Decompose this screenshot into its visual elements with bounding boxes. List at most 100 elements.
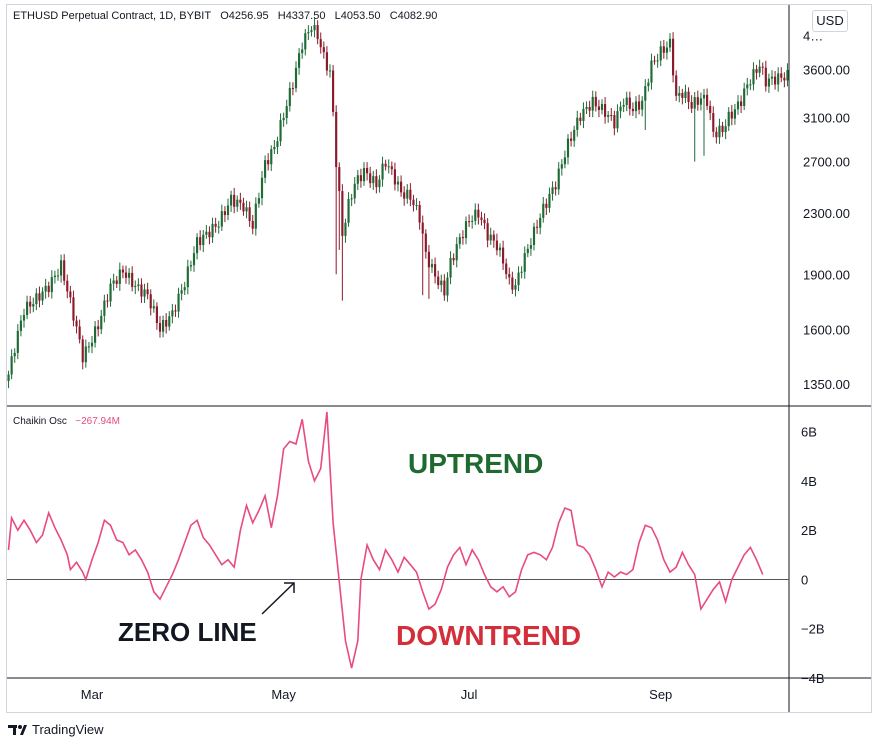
candle-body [384,163,387,167]
candle-body [783,77,786,81]
candle-body [60,260,63,276]
candle-body [325,52,328,71]
candle-body [372,176,375,184]
candle-body [10,356,13,375]
candle-body [443,280,446,296]
candle-body [328,70,332,72]
chart-header: ETHUSD Perpetual Contract, 1D, BYBIT O42… [13,10,437,22]
candle-body [511,277,514,290]
candle-body [638,101,641,110]
candle-body [294,67,298,89]
candle-body [736,101,740,110]
candle-body [66,280,69,292]
candle-body [523,253,526,272]
candle-body [134,286,137,288]
candle-body [248,207,251,221]
candle-body [712,113,715,132]
candle-body [304,33,307,50]
candle-body [124,272,128,278]
candle-body [770,76,774,79]
price-tick-label: 3600.00 [803,62,850,77]
candle-body [505,263,508,275]
candle-body [659,46,662,61]
candle-body [418,205,421,223]
candle-body [696,97,699,105]
symbol-title: ETHUSD Perpetual Contract, 1D, BYBIT [13,10,212,22]
tradingview-logo[interactable]: TradingView [8,722,104,737]
candle-body [375,176,378,188]
candle-body [412,199,415,206]
candle-body [576,117,579,130]
candle-body [508,274,511,278]
candle-body [656,60,659,62]
candle-body [41,291,44,301]
price-tick-label: 3100.00 [803,110,850,125]
candle-body [579,117,582,121]
candle-body [137,284,140,287]
candle-body [128,272,131,278]
candle-body [752,69,755,85]
candle-body [32,304,35,307]
price-tick-label: 2300.00 [803,206,850,221]
candle-body [220,211,223,227]
candle-body [551,187,554,194]
candle-body [378,179,381,188]
candle-body [675,75,678,96]
candle-body [276,141,279,147]
indicator-value: −267.94M [75,416,121,427]
candle-body [600,104,604,111]
candle-body [19,320,22,331]
candle-body [607,115,610,117]
uptrend-label: UPTREND [408,448,544,479]
oscillator-tick-label: −4B [801,671,825,686]
price-tick-label: 2700.00 [803,155,850,170]
candle-body [177,293,180,312]
candle-body [90,342,94,347]
candle-body [582,108,585,121]
candle-body [140,284,143,297]
candle-body [625,97,628,105]
candle-body [199,237,202,246]
price-tick-label: 1900.00 [803,267,850,282]
candle-body [53,275,56,278]
candle-body [257,198,260,204]
candle-body [316,25,319,40]
candle-body [298,53,301,68]
candle-body [313,25,316,31]
candle-body [424,233,427,252]
candle-body [131,272,134,287]
candle-body [183,287,186,291]
candle-body [452,257,455,261]
candle-body [254,203,257,229]
candle-body [409,189,412,200]
candle-body [777,73,780,85]
candle-body [495,240,498,251]
candle-body [430,264,434,268]
candle-body [56,275,60,277]
candle-body [529,245,532,249]
candle-body [474,209,477,221]
candle-body [740,101,743,107]
candle-body [554,187,557,190]
candle-body [437,276,440,286]
candle-body [236,199,239,207]
candle-body [455,244,458,261]
candle-body [381,163,384,180]
candle-body [662,46,665,53]
candle-body [517,272,520,286]
candle-body [332,70,335,112]
candle-body [440,280,443,286]
candle-body [38,293,41,301]
candle-body [267,160,270,165]
candle-body [641,100,644,110]
candle-body [619,106,622,112]
candle-body [557,168,560,190]
candle-body [761,66,764,68]
time-tick-label: Jul [461,687,478,702]
candle-body [758,66,761,73]
candle-body [446,277,449,296]
currency-button[interactable]: USD [812,10,848,32]
candle-body [647,82,650,87]
candle-body [650,60,653,83]
